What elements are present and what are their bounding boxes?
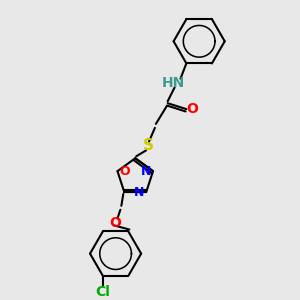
Text: N: N xyxy=(141,165,151,178)
Text: S: S xyxy=(142,138,154,153)
Text: O: O xyxy=(186,102,198,116)
Text: O: O xyxy=(110,215,122,230)
Text: O: O xyxy=(119,165,130,178)
Text: HN: HN xyxy=(162,76,185,90)
Text: Cl: Cl xyxy=(95,286,110,299)
Text: N: N xyxy=(134,186,145,199)
